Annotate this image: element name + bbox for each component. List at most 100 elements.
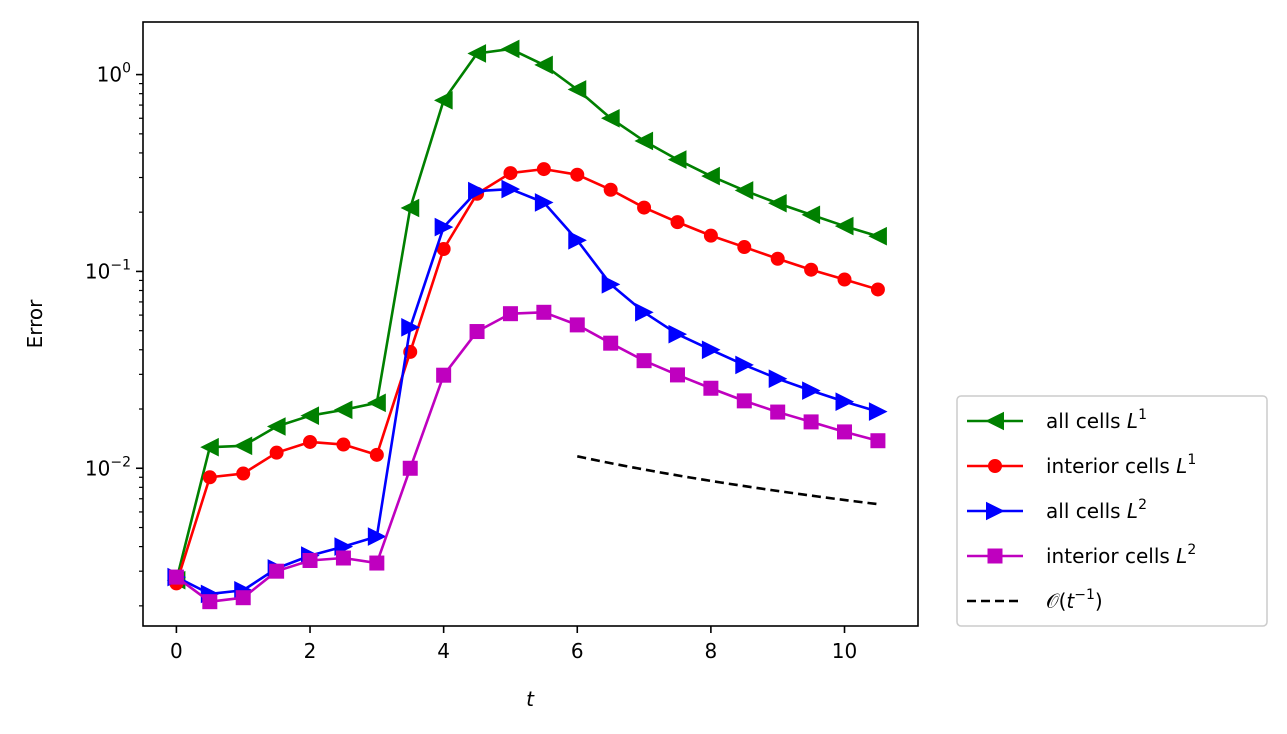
x-axis-label: t xyxy=(526,687,535,711)
data-point xyxy=(400,198,420,218)
legend-label: all cells L1 xyxy=(1046,407,1147,433)
data-point xyxy=(336,437,351,452)
legend-label: all cells L2 xyxy=(1046,497,1147,523)
data-point xyxy=(233,436,253,456)
legend-frame xyxy=(956,395,1268,627)
legend-label: 𝒪(t−1) xyxy=(1046,587,1103,613)
data-point xyxy=(534,193,554,212)
data-point xyxy=(367,527,387,546)
data-point xyxy=(637,200,652,215)
x-tick-label: 8 xyxy=(705,639,718,663)
data-point xyxy=(735,355,754,375)
data-point xyxy=(534,55,553,75)
legend: all cells L1 interior cells L1 all cells L… xyxy=(956,395,1268,627)
data-point xyxy=(635,302,654,322)
data-point xyxy=(837,272,852,287)
data-point xyxy=(300,406,320,425)
data-point xyxy=(469,324,485,340)
data-point xyxy=(568,230,587,250)
reference-line xyxy=(577,455,879,506)
legend-swatch-marker xyxy=(987,548,1003,564)
data-point xyxy=(734,181,754,200)
series-4 xyxy=(168,304,886,610)
data-point xyxy=(500,39,520,59)
y-tick-label: 100 xyxy=(97,61,131,87)
legend-entry-3: all cells L2 xyxy=(967,497,1147,523)
data-point xyxy=(802,381,821,400)
x-tick-label: 6 xyxy=(571,639,584,663)
legend-swatch-marker xyxy=(985,411,1004,431)
data-point xyxy=(570,167,585,182)
data-point xyxy=(335,550,351,566)
data-point xyxy=(703,380,719,396)
data-point xyxy=(870,282,885,297)
legend-entry-4: interior cells L2 xyxy=(967,542,1196,568)
data-point xyxy=(536,304,552,320)
data-point xyxy=(434,91,453,110)
data-point xyxy=(235,590,251,606)
legend-swatch-marker xyxy=(986,501,1005,521)
axes-layer: 0 2 4 6 8 10 10−2 10−1 100 xyxy=(85,21,919,663)
data-point xyxy=(501,179,521,199)
data-point xyxy=(269,445,284,460)
data-point xyxy=(603,335,619,351)
data-point xyxy=(768,193,787,213)
data-point xyxy=(267,417,286,436)
data-point xyxy=(667,150,687,169)
data-point xyxy=(401,318,420,337)
legend-swatch-marker xyxy=(988,459,1002,473)
data-point xyxy=(737,240,752,255)
data-point xyxy=(837,424,853,440)
data-point xyxy=(670,215,685,230)
series-line xyxy=(175,187,879,596)
data-point xyxy=(668,324,688,344)
data-point xyxy=(804,262,819,277)
x-tick-label: 10 xyxy=(832,639,857,663)
legend-label: interior cells L1 xyxy=(1046,452,1196,478)
data-point xyxy=(503,166,518,181)
data-point xyxy=(669,367,685,383)
data-point xyxy=(634,131,654,151)
data-point xyxy=(467,44,487,63)
series-1 xyxy=(166,39,887,590)
data-point xyxy=(367,393,386,413)
data-point xyxy=(701,340,721,360)
data-point xyxy=(200,437,219,457)
data-point xyxy=(603,182,618,197)
y-tick-label: 10−1 xyxy=(85,257,131,283)
data-point xyxy=(436,367,452,383)
data-point xyxy=(302,552,318,568)
series-line xyxy=(175,167,879,584)
data-point xyxy=(502,306,518,322)
data-point xyxy=(536,162,551,177)
data-point xyxy=(834,216,854,236)
data-point xyxy=(770,404,786,420)
data-point xyxy=(168,569,184,585)
x-tick-label: 0 xyxy=(170,639,183,663)
series-layer xyxy=(166,39,888,610)
data-point xyxy=(269,563,285,579)
data-point xyxy=(870,433,886,449)
y-axis-label: Error xyxy=(23,299,47,349)
data-point xyxy=(601,275,621,294)
data-point xyxy=(703,228,718,243)
data-point xyxy=(402,460,418,476)
data-point xyxy=(567,80,587,99)
data-point xyxy=(202,594,218,610)
data-point xyxy=(636,353,652,369)
series-line xyxy=(175,47,879,581)
data-point xyxy=(202,470,217,485)
legend-entries: all cells L1 interior cells L1 all cells L… xyxy=(967,407,1196,613)
data-point xyxy=(701,166,720,186)
plot-area xyxy=(143,22,918,626)
data-point xyxy=(768,369,788,389)
series-line xyxy=(175,310,879,603)
data-point xyxy=(801,205,821,225)
x-tick-label: 4 xyxy=(437,639,450,663)
axes-frame xyxy=(142,21,919,627)
data-point xyxy=(369,447,384,462)
data-point xyxy=(770,251,785,266)
x-tick-label: 2 xyxy=(304,639,317,663)
data-point xyxy=(569,317,585,333)
